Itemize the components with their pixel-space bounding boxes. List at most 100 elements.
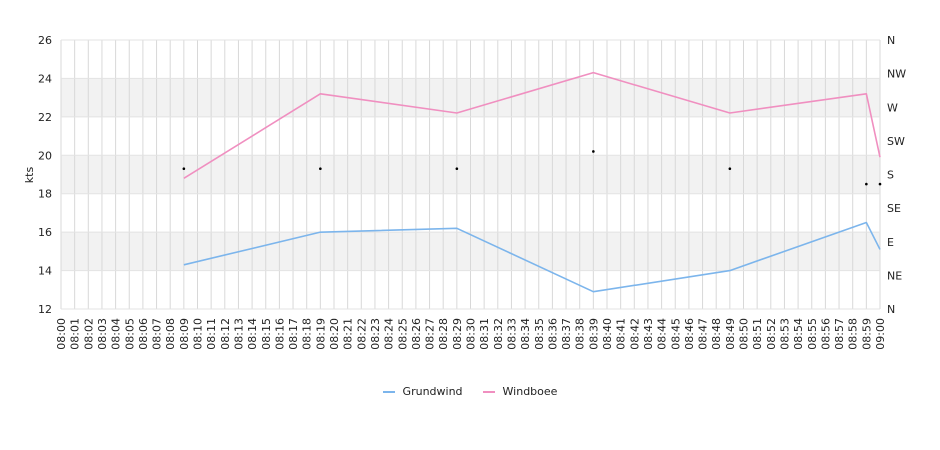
- y2-tick-label: SE: [887, 202, 901, 215]
- x-tick-label: 08:07: [151, 318, 164, 350]
- legend-swatch: [482, 390, 495, 393]
- x-tick-label: 08:53: [778, 318, 791, 350]
- x-tick-label: 08:15: [260, 318, 273, 350]
- x-tick-label: 08:20: [328, 318, 341, 350]
- y-tick-label: 18: [38, 188, 52, 201]
- x-tick-label: 08:41: [615, 318, 628, 350]
- x-tick-label: 08:28: [437, 318, 450, 350]
- horizontal-grid: [61, 39, 880, 310]
- legend-item-grundwind[interactable]: Grundwind: [382, 385, 463, 398]
- x-tick-label: 09:00: [874, 318, 887, 350]
- x-tick-label: 08:47: [697, 318, 710, 350]
- y2-tick-label: W: [887, 101, 898, 114]
- x-tick-label: 08:48: [710, 318, 723, 350]
- x-tick-label: 08:17: [287, 318, 300, 350]
- y-tick-label: 14: [38, 265, 52, 278]
- x-tick-label: 08:06: [137, 318, 150, 350]
- x-tick-label: 08:04: [110, 318, 123, 350]
- series-lines: [183, 71, 881, 293]
- x-tick-label: 08:34: [519, 318, 532, 350]
- x-tick-label: 08:56: [819, 318, 832, 350]
- x-tick-label: 08:54: [792, 318, 805, 350]
- x-tick-label: 08:03: [96, 318, 109, 350]
- legend: Grundwind Windboee: [0, 385, 940, 398]
- vertical-grid: [60, 40, 881, 309]
- y-tick-label: 26: [38, 34, 52, 47]
- x-tick-label: 08:00: [55, 318, 68, 350]
- y2-tick-label: S: [887, 169, 894, 182]
- y-tick-label: 12: [38, 303, 52, 316]
- x-tick-label: 08:52: [765, 318, 778, 350]
- direction-marker: [878, 182, 882, 186]
- y2-tick-label: NE: [887, 269, 902, 282]
- legend-label: Windboee: [502, 385, 558, 398]
- x-tick-label: 08:46: [683, 318, 696, 350]
- x-tick-label: 08:26: [410, 318, 423, 350]
- y-tick-label: 20: [38, 149, 52, 162]
- x-tick-label: 08:45: [669, 318, 682, 350]
- direction-marker: [455, 167, 459, 171]
- y2-tick-label: N: [887, 303, 895, 316]
- x-tick-label: 08:22: [355, 318, 368, 350]
- x-tick-label: 08:59: [860, 318, 873, 350]
- x-tick-label: 08:13: [232, 318, 245, 350]
- x-tick-label: 08:21: [342, 318, 355, 350]
- x-tick-label: 08:37: [560, 318, 573, 350]
- x-axis-ticks: 08:00 08:01 08:02 08:03 08:04 08:05 08:06 08:07…: [55, 318, 887, 350]
- direction-marker: [319, 167, 322, 171]
- y-axis-label: kts: [23, 167, 36, 184]
- x-tick-label: 08:38: [574, 318, 587, 350]
- x-tick-label: 08:29: [451, 318, 464, 350]
- direction-markers: [182, 150, 882, 186]
- x-tick-label: 08:57: [833, 318, 846, 350]
- y2-tick-label: NW: [887, 68, 906, 81]
- x-tick-label: 08:31: [478, 318, 491, 350]
- x-tick-label: 08:40: [601, 318, 614, 350]
- y-tick-label: 24: [38, 72, 52, 85]
- x-tick-label: 08:51: [751, 318, 764, 350]
- direction-marker: [865, 182, 868, 186]
- legend-label: Grundwind: [402, 385, 463, 398]
- x-tick-label: 08:49: [724, 318, 737, 350]
- series-line-grundwind: [183, 221, 881, 293]
- y-axis-ticks: 12 14 16 18 20 22 24 26: [38, 34, 52, 316]
- x-tick-label: 08:58: [847, 318, 860, 350]
- direction-marker: [728, 167, 732, 171]
- x-tick-label: 08:25: [396, 318, 409, 350]
- x-tick-label: 08:43: [642, 318, 655, 350]
- x-tick-label: 08:16: [273, 318, 286, 350]
- series-line-windboee: [183, 71, 881, 180]
- x-tick-label: 08:39: [587, 318, 600, 350]
- y-tick-label: 16: [38, 226, 52, 239]
- x-tick-label: 08:14: [246, 318, 259, 350]
- x-tick-label: 08:27: [424, 318, 437, 350]
- x-tick-label: 08:09: [178, 318, 191, 350]
- x-tick-label: 08:10: [192, 318, 205, 350]
- y2-tick-label: E: [887, 236, 894, 249]
- x-tick-label: 08:11: [205, 318, 218, 350]
- x-tick-label: 08:32: [492, 318, 505, 350]
- x-tick-label: 08:05: [123, 318, 136, 350]
- y2-tick-label: SW: [887, 135, 905, 148]
- x-tick-label: 08:18: [301, 318, 314, 350]
- y2-axis-ticks: N NE E SE S SW W NW N: [887, 34, 906, 316]
- legend-swatch: [382, 390, 395, 393]
- x-tick-label: 08:23: [369, 318, 382, 350]
- y2-tick-label: N: [887, 34, 895, 47]
- direction-marker: [592, 150, 595, 153]
- legend-item-windboee[interactable]: Windboee: [482, 385, 558, 398]
- x-tick-label: 08:55: [806, 318, 819, 350]
- x-tick-label: 08:01: [69, 318, 82, 350]
- x-tick-label: 08:33: [505, 318, 518, 350]
- x-tick-label: 08:35: [533, 318, 546, 350]
- x-tick-label: 08:44: [656, 318, 669, 350]
- direction-marker: [182, 167, 186, 171]
- y-tick-label: 22: [38, 111, 52, 124]
- x-tick-label: 08:30: [465, 318, 478, 350]
- x-tick-label: 08:24: [383, 318, 396, 350]
- x-tick-label: 08:50: [738, 318, 751, 350]
- x-tick-label: 08:08: [164, 318, 177, 350]
- x-tick-label: 08:36: [546, 318, 559, 350]
- x-tick-label: 08:19: [314, 318, 327, 350]
